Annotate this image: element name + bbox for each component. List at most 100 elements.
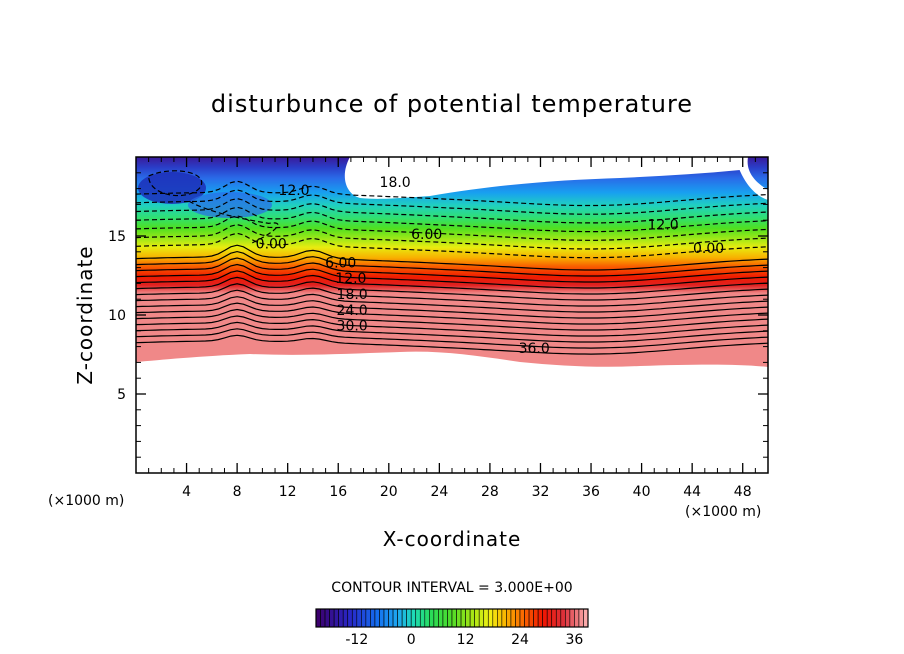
contour-line-2 bbox=[136, 321, 768, 343]
colorbar-cell-3 bbox=[329, 608, 335, 628]
contour-label-3: 6.00 bbox=[411, 227, 442, 243]
x-tick-label-7: 32 bbox=[532, 484, 550, 500]
contour-line-14 bbox=[136, 244, 768, 271]
x-tick-label-9: 40 bbox=[633, 484, 651, 500]
colorbar-cell-4 bbox=[333, 608, 339, 628]
colorbar-cell-18 bbox=[397, 608, 403, 628]
colorbar-cell-59 bbox=[583, 608, 589, 628]
colorbar-cell-1 bbox=[320, 608, 326, 628]
contour-label-9: 24.0 bbox=[337, 303, 368, 319]
contour-label-2: 0.00 bbox=[256, 236, 287, 252]
contour-label-5: 0.00 bbox=[693, 241, 724, 257]
colorbar-cell-39 bbox=[492, 608, 498, 628]
colorbar-cell-47 bbox=[528, 608, 534, 628]
cold-anomaly bbox=[188, 192, 272, 218]
colorbar-cell-21 bbox=[410, 608, 417, 628]
contour-line-6 bbox=[136, 296, 768, 319]
colorbar-tick-label-0: -12 bbox=[345, 632, 368, 648]
colorbar-cell-43 bbox=[510, 608, 516, 628]
colorbar-cell-7 bbox=[347, 608, 353, 628]
colorbar-cell-5 bbox=[338, 608, 344, 628]
colorbar-cell-52 bbox=[551, 608, 557, 628]
colorbar-cell-11 bbox=[365, 608, 371, 628]
colorbar-cell-37 bbox=[483, 608, 489, 628]
x-tick-label-4: 20 bbox=[380, 484, 398, 500]
contour-interval-label: CONTOUR INTERVAL = 3.000E+00 bbox=[331, 580, 572, 596]
contour-line-9 bbox=[136, 276, 768, 301]
colorbar-cell-58 bbox=[578, 608, 584, 628]
contour-label-7: 12.0 bbox=[335, 271, 366, 287]
colorbar-cell-45 bbox=[519, 608, 525, 628]
colorbar-cell-50 bbox=[542, 608, 548, 628]
colorbar-cell-36 bbox=[478, 608, 485, 628]
colorbar-cell-12 bbox=[370, 608, 376, 628]
x-axis-label: X-coordinate bbox=[383, 527, 522, 551]
contour-line-13 bbox=[136, 250, 768, 277]
contour-label-10: 30.0 bbox=[337, 319, 368, 335]
x-tick-label-0: 4 bbox=[182, 484, 191, 500]
x-tick-label-8: 36 bbox=[582, 484, 600, 500]
colorbar-cell-44 bbox=[515, 608, 521, 628]
contour-line-0 bbox=[136, 334, 768, 355]
contour-line-10 bbox=[136, 270, 768, 295]
colorbar-cell-57 bbox=[574, 608, 580, 628]
contour-label-11: 36.0 bbox=[519, 341, 550, 357]
colorbar-cell-0 bbox=[315, 608, 321, 628]
colorbar-cell-23 bbox=[419, 608, 426, 628]
colorbar-cell-53 bbox=[555, 608, 562, 628]
colorbar-cell-51 bbox=[546, 608, 553, 628]
x-tick-label-6: 28 bbox=[481, 484, 499, 500]
plot-area bbox=[136, 157, 768, 367]
colorbar-cell-56 bbox=[569, 608, 575, 628]
x-tick-label-1: 8 bbox=[233, 484, 242, 500]
colorbar-cell-48 bbox=[533, 608, 539, 628]
contour-line-19 bbox=[136, 197, 768, 224]
colorbar-cell-14 bbox=[379, 608, 385, 628]
x-tick-label-2: 12 bbox=[279, 484, 297, 500]
contour-line-21 bbox=[136, 180, 768, 207]
colorbar-cell-32 bbox=[460, 608, 466, 628]
colorbar-cell-28 bbox=[442, 608, 448, 628]
colorbar-cell-27 bbox=[438, 608, 444, 628]
chart-title: disturbunce of potential temperature bbox=[211, 90, 693, 118]
cold-core bbox=[138, 172, 206, 204]
colorbar-cell-38 bbox=[487, 608, 494, 628]
upper-gap bbox=[344, 157, 740, 199]
colorbar-cell-22 bbox=[415, 608, 421, 628]
contour-line-5 bbox=[136, 302, 768, 325]
colorbar-tick-label-2: 12 bbox=[457, 632, 475, 648]
colorbar-cell-35 bbox=[474, 608, 480, 628]
y-tick-label-2: 15 bbox=[108, 229, 126, 245]
colorbar-cell-54 bbox=[560, 608, 566, 628]
colorbar-cell-40 bbox=[497, 608, 503, 628]
colorbar-cell-17 bbox=[392, 608, 398, 628]
colorbar-tick-label-1: 0 bbox=[407, 632, 416, 648]
colorbar-cell-16 bbox=[388, 608, 394, 628]
colorbar-cell-13 bbox=[374, 608, 380, 628]
contour-lines bbox=[136, 170, 768, 355]
colorbar-cell-26 bbox=[433, 608, 439, 628]
contour-label-1: 18.0 bbox=[380, 175, 411, 191]
contour-line-20 bbox=[136, 189, 768, 215]
contour-labels: 12.0 18.00.006.0012.00.006.0012.018.024.0… bbox=[256, 175, 725, 357]
colorbar-cell-24 bbox=[424, 608, 430, 628]
contour-line-4 bbox=[136, 308, 768, 331]
contour-label-8: 18.0 bbox=[337, 287, 368, 303]
colorbar-cell-29 bbox=[447, 608, 453, 628]
contour-line-17 bbox=[136, 215, 768, 241]
colorbar-cell-34 bbox=[469, 608, 475, 628]
contour-label-6: 6.00 bbox=[325, 255, 356, 271]
contour-line-1 bbox=[136, 328, 768, 349]
contour-line-12 bbox=[136, 257, 768, 283]
colorbar-cell-30 bbox=[451, 608, 457, 628]
colored-field bbox=[136, 157, 768, 367]
colorbar-cell-33 bbox=[465, 608, 471, 628]
colorbar-cell-8 bbox=[351, 608, 358, 628]
colorbar-cell-6 bbox=[342, 608, 349, 628]
colorbar-cell-2 bbox=[324, 608, 330, 628]
contour-line-22 bbox=[188, 200, 279, 245]
colorbar-cell-42 bbox=[506, 608, 512, 628]
contour-line-7 bbox=[136, 289, 768, 313]
colorbar-tick-label-3: 24 bbox=[511, 632, 529, 648]
